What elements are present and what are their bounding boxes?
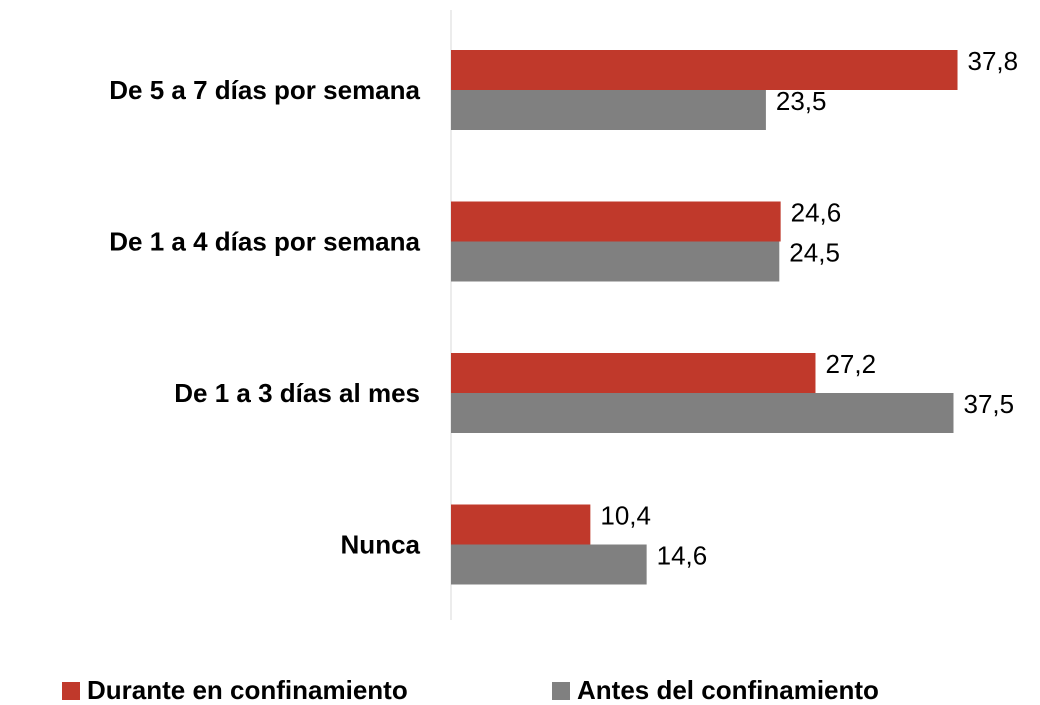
legend-swatch bbox=[552, 682, 570, 700]
bar bbox=[451, 504, 591, 545]
bar bbox=[451, 353, 816, 393]
data-label: 37,5 bbox=[964, 389, 1015, 419]
data-label: 27,2 bbox=[825, 349, 876, 379]
data-label: 14,6 bbox=[657, 540, 708, 570]
bar bbox=[451, 90, 766, 130]
data-label: 24,5 bbox=[789, 237, 840, 267]
bar bbox=[451, 241, 780, 282]
legend-label: Durante en confinamiento bbox=[87, 675, 408, 705]
legend-label: Antes del confinamiento bbox=[577, 675, 879, 705]
y-tick-label: Nunca bbox=[341, 529, 421, 559]
y-tick-label: De 5 a 7 días por semana bbox=[109, 75, 420, 105]
bar bbox=[451, 201, 781, 242]
bar bbox=[451, 544, 647, 585]
data-label: 23,5 bbox=[776, 86, 827, 116]
y-tick-label: De 1 a 3 días al mes bbox=[174, 378, 420, 408]
y-tick-label: De 1 a 4 días por semana bbox=[109, 226, 420, 256]
data-label: 37,8 bbox=[968, 46, 1019, 76]
bar bbox=[451, 393, 954, 433]
legend-swatch bbox=[62, 682, 80, 700]
bar bbox=[451, 50, 958, 90]
data-label: 10,4 bbox=[600, 500, 651, 530]
data-label: 24,6 bbox=[791, 197, 842, 227]
